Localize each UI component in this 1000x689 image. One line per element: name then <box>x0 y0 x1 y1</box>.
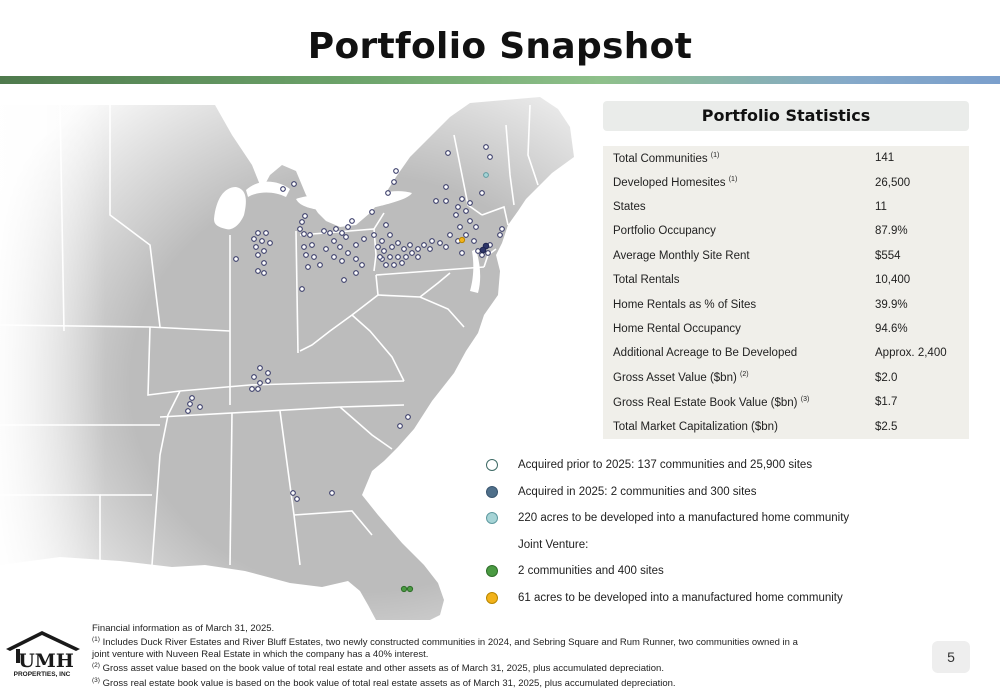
legend-marker <box>486 485 498 498</box>
stats-label-cell: Gross Real Estate Book Value ($bn) (3) <box>603 390 869 414</box>
stats-value: 87.9% <box>875 225 908 238</box>
stats-label-cell: Developed Homesites (1) <box>603 170 869 194</box>
stats-value: 11 <box>875 201 887 214</box>
footnote-1: (1) Includes Duck River Estates and Rive… <box>92 634 902 648</box>
stats-label-cell: Home Rentals as % of Sites <box>603 292 869 316</box>
stats-label-cell: Gross Asset Value ($bn) (2) <box>603 366 869 390</box>
stats-note: (2) <box>740 371 749 379</box>
stats-row: Gross Asset Value ($bn) (2) $2.0 <box>603 366 969 390</box>
stats-heading: Portfolio Statistics <box>603 101 969 131</box>
legend-marker <box>486 512 498 524</box>
stats-value: $1.7 <box>875 396 898 409</box>
legend-item: 61 acres to be developed into a manufact… <box>486 587 986 614</box>
legend-text: 220 acres to be developed into a manufac… <box>518 512 850 524</box>
development-220-acres-marker <box>483 172 489 178</box>
legend-item: Acquired in 2025: 2 communities and 300 … <box>486 481 986 508</box>
development-61-acres-marker <box>458 236 466 244</box>
stats-label: Developed Homesites <box>613 177 726 190</box>
portfolio-map <box>0 95 585 620</box>
stats-label: Home Rental Occupancy <box>613 323 741 336</box>
stats-row: Developed Homesites (1) 26,500 <box>603 170 969 194</box>
stats-label-cell: Additional Acreage to Be Developed <box>603 341 869 365</box>
stats-value: 141 <box>875 152 895 165</box>
stats-label-cell: Total Communities (1) <box>603 146 869 170</box>
footnote-1-text: Includes Duck River Estates and River Bl… <box>99 637 798 649</box>
stats-row: Total Rentals 10,400 <box>603 268 969 292</box>
community-markers <box>185 144 505 502</box>
page-number: 5 <box>932 641 970 673</box>
legend-text: 61 acres to be developed into a manufact… <box>518 591 843 604</box>
stats-row: Additional Acreage to Be Developed Approx… <box>603 341 969 365</box>
footnote-2-mark: (2) <box>92 662 100 670</box>
legend-marker <box>486 459 498 471</box>
stats-label: Home Rentals as % of Sites <box>613 298 757 311</box>
stats-row: States 11 <box>603 195 969 219</box>
stats-value: 10,400 <box>875 274 911 287</box>
footnote-3-mark: (3) <box>92 676 100 684</box>
legend-text: 2 communities and 400 sites <box>518 565 664 577</box>
stats-table: Total Communities (1) 141 Developed Homesi… <box>603 146 969 439</box>
stats-label-cell: Home Rental Occupancy <box>603 317 869 341</box>
legend-item: 2 communities and 400 sites <box>486 560 986 587</box>
stats-row: Gross Real Estate Book Value ($bn) (3) $1… <box>603 390 969 414</box>
stats-value: Approx. 2,400 <box>875 347 947 360</box>
stats-value: $2.5 <box>875 420 898 433</box>
footnote-3: (3) Gross real estate book value is base… <box>92 675 902 689</box>
joint-venture-markers <box>400 585 414 593</box>
company-logo: UMH PROPERTIES, INC <box>6 631 80 678</box>
stats-label-cell: Total Market Capitalization ($bn) <box>603 414 869 439</box>
stats-label-cell: Total Rentals <box>603 268 869 292</box>
legend-item: 220 acres to be developed into a manufac… <box>486 507 986 534</box>
stats-note: (1) <box>728 176 738 184</box>
stats-label: Total Market Capitalization ($bn) <box>613 420 778 433</box>
legend-item: Acquired prior to 2025: 137 communities … <box>486 454 986 481</box>
legend-marker <box>486 565 498 577</box>
stats-label-cell: States <box>603 195 869 219</box>
stats-label-cell: Average Monthly Site Rent <box>603 244 869 268</box>
stats-value: $554 <box>875 249 901 262</box>
stats-row: Total Market Capitalization ($bn) $2.5 <box>603 414 969 439</box>
footnote-1-cont: joint venture with Nuveen Real Estate in… <box>92 648 429 660</box>
logo-name: UMH <box>18 650 74 672</box>
stats-label: Gross Asset Value ($bn) <box>613 372 737 385</box>
stats-label: Gross Real Estate Book Value ($bn) <box>613 396 798 409</box>
stats-value: 94.6% <box>875 323 908 336</box>
stats-row: Home Rental Occupancy 94.6% <box>603 317 969 341</box>
legend-item: Joint Venture: <box>486 534 986 561</box>
acquired-2025-markers <box>479 242 490 254</box>
stats-value: 26,500 <box>875 176 911 189</box>
stats-label-cell: Portfolio Occupancy <box>603 219 869 243</box>
stats-note: (3) <box>800 395 810 403</box>
stats-label: Portfolio Occupancy <box>613 225 716 238</box>
page-title: Portfolio Snapshot <box>307 26 693 67</box>
footnote-2: (2) Gross asset value based on the book … <box>92 660 902 674</box>
stats-label: States <box>613 201 646 214</box>
legend-text: Acquired in 2025: 2 communities and 300 … <box>518 485 757 498</box>
footnotes: Financial information as of March 31, 20… <box>92 623 902 689</box>
legend-marker <box>486 591 498 604</box>
stats-row: Average Monthly Site Rent $554 <box>603 244 969 268</box>
stats-value: 39.9% <box>875 298 908 311</box>
map-legend: Acquired prior to 2025: 137 communities … <box>486 454 986 613</box>
stats-label: Total Communities <box>613 152 708 165</box>
legend-text: Acquired prior to 2025: 137 communities … <box>518 459 813 471</box>
stats-note: (1) <box>710 151 720 159</box>
stats-row: Home Rentals as % of Sites 39.9% <box>603 292 969 316</box>
stats-label: Average Monthly Site Rent <box>613 249 750 262</box>
stats-label: Total Rentals <box>613 274 680 287</box>
title-divider <box>0 76 1000 84</box>
footnote-2-text: Gross asset value based on the book valu… <box>99 663 664 675</box>
footnote-3-text: Gross real estate book value is based on… <box>99 677 676 689</box>
footnote-date: Financial information as of March 31, 20… <box>92 623 275 634</box>
stats-row: Total Communities (1) 141 <box>603 146 969 170</box>
footnote-1-mark: (1) <box>92 636 100 644</box>
legend-text: Joint Venture: <box>518 538 589 551</box>
stats-row: Portfolio Occupancy 87.9% <box>603 219 969 243</box>
logo-subtitle: PROPERTIES, INC <box>14 671 71 678</box>
stats-label: Additional Acreage to Be Developed <box>613 347 798 360</box>
stats-value: $2.0 <box>875 371 898 384</box>
